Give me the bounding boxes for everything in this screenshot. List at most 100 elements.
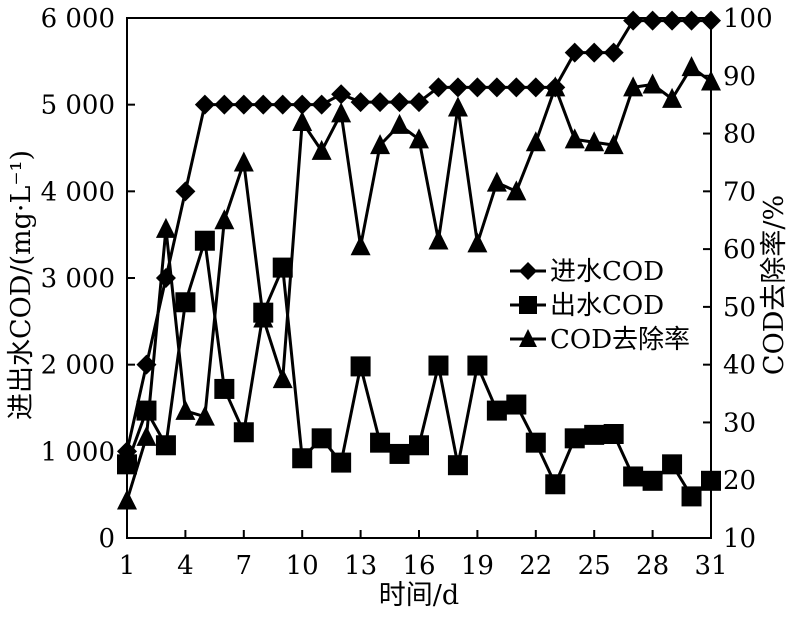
cod-removal-point xyxy=(350,235,371,256)
cod-removal-point xyxy=(545,76,566,97)
x-tick-label: 16 xyxy=(402,551,435,581)
effluent-cod-point xyxy=(331,452,352,473)
x-tick-label: 1 xyxy=(119,551,136,581)
effluent-cod-point xyxy=(701,470,721,491)
cod-removal-point xyxy=(564,128,585,149)
effluent-cod-point xyxy=(370,432,391,453)
influent-cod-point xyxy=(214,94,235,115)
cod-removal-point xyxy=(701,70,721,91)
cod-removal-point xyxy=(136,425,157,446)
cod-removal-point xyxy=(331,102,352,123)
effluent-cod-point xyxy=(136,400,157,421)
influent-cod-point xyxy=(662,10,683,31)
x-tick-label: 22 xyxy=(519,551,552,581)
legend: 进水COD 出水COD COD去除率 xyxy=(510,257,690,355)
influent-cod-point xyxy=(506,77,527,98)
cod-removal-point xyxy=(311,139,332,160)
y-left-axis-title: 进出水COD/(mg·L⁻¹) xyxy=(6,150,37,420)
effluent-cod-point xyxy=(506,394,527,415)
effluent-cod-point xyxy=(486,400,507,421)
cod-removal-point xyxy=(486,171,507,192)
cod-removal-point xyxy=(233,151,254,172)
y-right-tick-label: 10 xyxy=(723,524,756,554)
legend-item-removal: COD去除率 xyxy=(510,325,690,355)
influent-cod-point xyxy=(175,181,196,202)
influent-cod-point xyxy=(623,10,644,31)
influent-cod-point xyxy=(272,94,293,115)
effluent-cod-point xyxy=(564,428,585,449)
legend-item-effluent: 出水COD xyxy=(510,291,664,321)
x-tick-label: 4 xyxy=(177,551,194,581)
legend-label-removal: COD去除率 xyxy=(550,325,690,355)
influent-cod-point xyxy=(331,84,352,105)
x-tick-label: 28 xyxy=(636,551,669,581)
effluent-cod-point xyxy=(623,466,644,487)
effluent-cod-point xyxy=(525,432,546,453)
influent-cod-point xyxy=(409,92,429,113)
effluent-cod-point xyxy=(194,230,215,251)
legend-marker-triangle xyxy=(519,329,537,347)
cod-removal-point xyxy=(584,131,605,152)
cod-removal-point xyxy=(292,111,313,131)
legend-label-influent: 进水COD xyxy=(550,257,664,287)
effluent-cod-point xyxy=(447,455,468,476)
influent-cod-point xyxy=(233,94,254,115)
influent-cod-point xyxy=(564,42,585,63)
x-tick-label: 19 xyxy=(461,551,494,581)
legend-item-influent: 进水COD xyxy=(510,257,664,287)
effluent-cod-point xyxy=(311,428,332,449)
influent-cod-point xyxy=(642,10,663,31)
series-layer xyxy=(117,10,721,510)
cod-removal-point xyxy=(117,489,137,510)
influent-cod-point xyxy=(584,42,605,63)
cod-removal-point xyxy=(428,229,449,250)
influent-cod-point xyxy=(311,94,332,115)
legend-marker-square xyxy=(519,296,537,314)
cod-removal-point xyxy=(525,131,546,152)
cod-removal-point xyxy=(155,217,176,238)
effluent-cod-point xyxy=(175,292,196,313)
cod-removal-point xyxy=(194,405,215,426)
y-right-tick-label: 50 xyxy=(723,293,756,323)
x-tick-label: 13 xyxy=(344,551,377,581)
y-right-tick-label: 60 xyxy=(723,235,756,265)
x-axis-title: 时间/d xyxy=(379,580,459,611)
cod-removal-point xyxy=(662,87,683,108)
influent-cod-point xyxy=(525,77,546,98)
y-right-tick-label: 40 xyxy=(723,351,756,381)
effluent-cod-point xyxy=(389,443,410,464)
influent-cod-point xyxy=(389,92,410,113)
effluent-cod-point xyxy=(350,356,371,377)
y-right-tick-label: 20 xyxy=(723,466,756,496)
cod-removal-point xyxy=(623,76,644,97)
cod-removal-point xyxy=(253,307,274,328)
x-tick-label: 10 xyxy=(286,551,319,581)
cod-removal-point xyxy=(409,128,429,149)
y-left-tick-label: 5 000 xyxy=(41,91,115,121)
cod-removal-point xyxy=(272,368,293,389)
influent-cod-point xyxy=(292,94,313,115)
cod-removal-point xyxy=(447,96,468,117)
cod-removal-point xyxy=(506,180,527,201)
cod-removal-point xyxy=(642,73,663,94)
cod-removal-point xyxy=(389,113,410,134)
influent-cod-point xyxy=(603,42,624,63)
influent-cod-point xyxy=(350,92,371,113)
y-right-tick-label: 70 xyxy=(723,177,756,207)
effluent-cod-point xyxy=(545,474,566,495)
influent-cod-point xyxy=(681,10,702,31)
influent-cod-point xyxy=(253,94,274,115)
y-right-tick-label: 90 xyxy=(723,62,756,92)
influent-cod-point xyxy=(194,94,215,115)
y-left-tick-label: 4 000 xyxy=(41,177,115,207)
effluent-cod-point xyxy=(155,435,176,456)
x-tick-label: 25 xyxy=(578,551,611,581)
y-right-tick-label: 100 xyxy=(723,4,773,34)
cod-removal-point xyxy=(370,134,391,155)
y-left-tick-label: 2 000 xyxy=(41,351,115,381)
effluent-cod-point xyxy=(428,355,449,376)
effluent-cod-point xyxy=(292,448,313,469)
influent-cod-point xyxy=(486,77,507,98)
effluent-cod-point xyxy=(662,454,683,475)
y-left-tick-label: 1 000 xyxy=(41,437,115,467)
